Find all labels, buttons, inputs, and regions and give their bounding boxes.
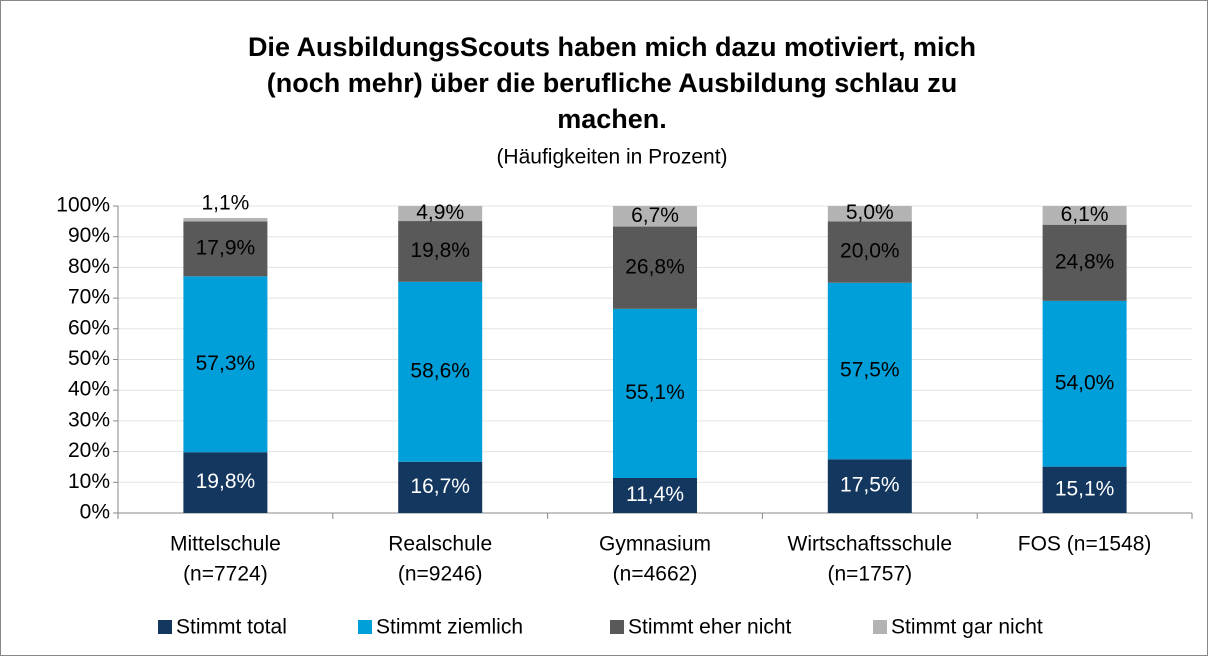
data-label: 17,9% xyxy=(196,236,256,259)
bar-segment xyxy=(398,461,483,513)
data-label: 57,5% xyxy=(840,359,900,382)
legend-label: Stimmt ziemlich xyxy=(376,616,523,639)
y-tick-label: 40% xyxy=(68,378,110,401)
bar-segment xyxy=(827,221,912,283)
bar-segment xyxy=(827,282,912,460)
y-tick-label: 20% xyxy=(68,439,110,462)
data-label: 19,8% xyxy=(196,470,256,493)
x-tick-label: (n=4662) xyxy=(613,563,698,586)
data-label: 4,9% xyxy=(416,201,464,224)
bar-segment xyxy=(183,276,268,453)
bar-segment xyxy=(1042,300,1127,467)
y-tick-label: 10% xyxy=(68,470,110,493)
legend-swatch xyxy=(158,620,172,634)
data-label: 1,1% xyxy=(201,192,249,215)
data-label: 26,8% xyxy=(625,255,685,278)
bar-segment xyxy=(1042,206,1127,225)
bar-segment xyxy=(1042,224,1127,301)
data-label: 24,8% xyxy=(1055,250,1115,273)
bar-segment xyxy=(1042,466,1127,513)
x-tick-label: Gymnasium xyxy=(599,533,711,556)
x-tick-label: (n=7724) xyxy=(183,563,268,586)
y-tick-label: 70% xyxy=(68,286,110,309)
x-tick-label: Realschule xyxy=(388,533,492,556)
y-tick-label: 30% xyxy=(68,408,110,431)
x-tick-label: FOS (n=1548) xyxy=(1018,533,1152,556)
legend-label: Stimmt total xyxy=(176,616,287,639)
x-tick-label: Mittelschule xyxy=(170,533,281,556)
x-tick-label: (n=1757) xyxy=(827,563,912,586)
legend-swatch xyxy=(610,620,624,634)
data-label: 19,8% xyxy=(410,239,470,262)
data-label: 58,6% xyxy=(410,359,470,382)
data-label: 20,0% xyxy=(840,240,900,263)
chart-title: machen. xyxy=(557,104,667,134)
chart-title: Die AusbildungsScouts haben mich dazu mo… xyxy=(248,32,976,62)
legend-swatch xyxy=(873,620,887,634)
legend-label: Stimmt eher nicht xyxy=(628,616,792,639)
data-label: 15,1% xyxy=(1055,477,1115,500)
data-label: 55,1% xyxy=(625,381,685,404)
x-tick-label: Wirtschaftsschule xyxy=(788,533,953,556)
data-label: 5,0% xyxy=(846,201,894,224)
legend-label: Stimmt gar nicht xyxy=(891,616,1043,639)
bar-segment xyxy=(613,308,697,479)
chart-title: (noch mehr) über die berufliche Ausbildu… xyxy=(267,68,958,98)
bar-segment xyxy=(398,281,483,462)
data-label: 6,7% xyxy=(631,204,679,227)
data-label: 11,4% xyxy=(626,483,684,506)
x-tick-label: (n=9246) xyxy=(398,563,483,586)
chart-subtitle: (Häufigkeiten in Prozent) xyxy=(496,146,727,169)
bar-segment xyxy=(827,206,912,222)
y-tick-label: 0% xyxy=(80,501,110,524)
bar-segment xyxy=(183,452,268,513)
legend-swatch xyxy=(358,620,372,634)
bar-segment xyxy=(183,221,268,277)
y-tick-label: 80% xyxy=(68,255,110,278)
y-tick-label: 90% xyxy=(68,224,110,247)
bar-segment xyxy=(398,221,483,282)
data-label: 6,1% xyxy=(1061,203,1109,226)
bar-segment xyxy=(613,478,697,513)
bar-segment xyxy=(613,206,697,227)
bar-segment xyxy=(183,217,268,222)
bar-segment xyxy=(613,226,697,309)
y-tick-label: 100% xyxy=(56,194,110,217)
y-tick-label: 50% xyxy=(68,347,110,370)
bar-segment xyxy=(398,206,483,222)
bar-segment xyxy=(827,459,912,513)
data-label: 57,3% xyxy=(196,352,256,375)
data-label: 16,7% xyxy=(410,475,470,498)
data-label: 17,5% xyxy=(840,474,900,497)
data-label: 54,0% xyxy=(1055,371,1115,394)
y-tick-label: 60% xyxy=(68,316,110,339)
